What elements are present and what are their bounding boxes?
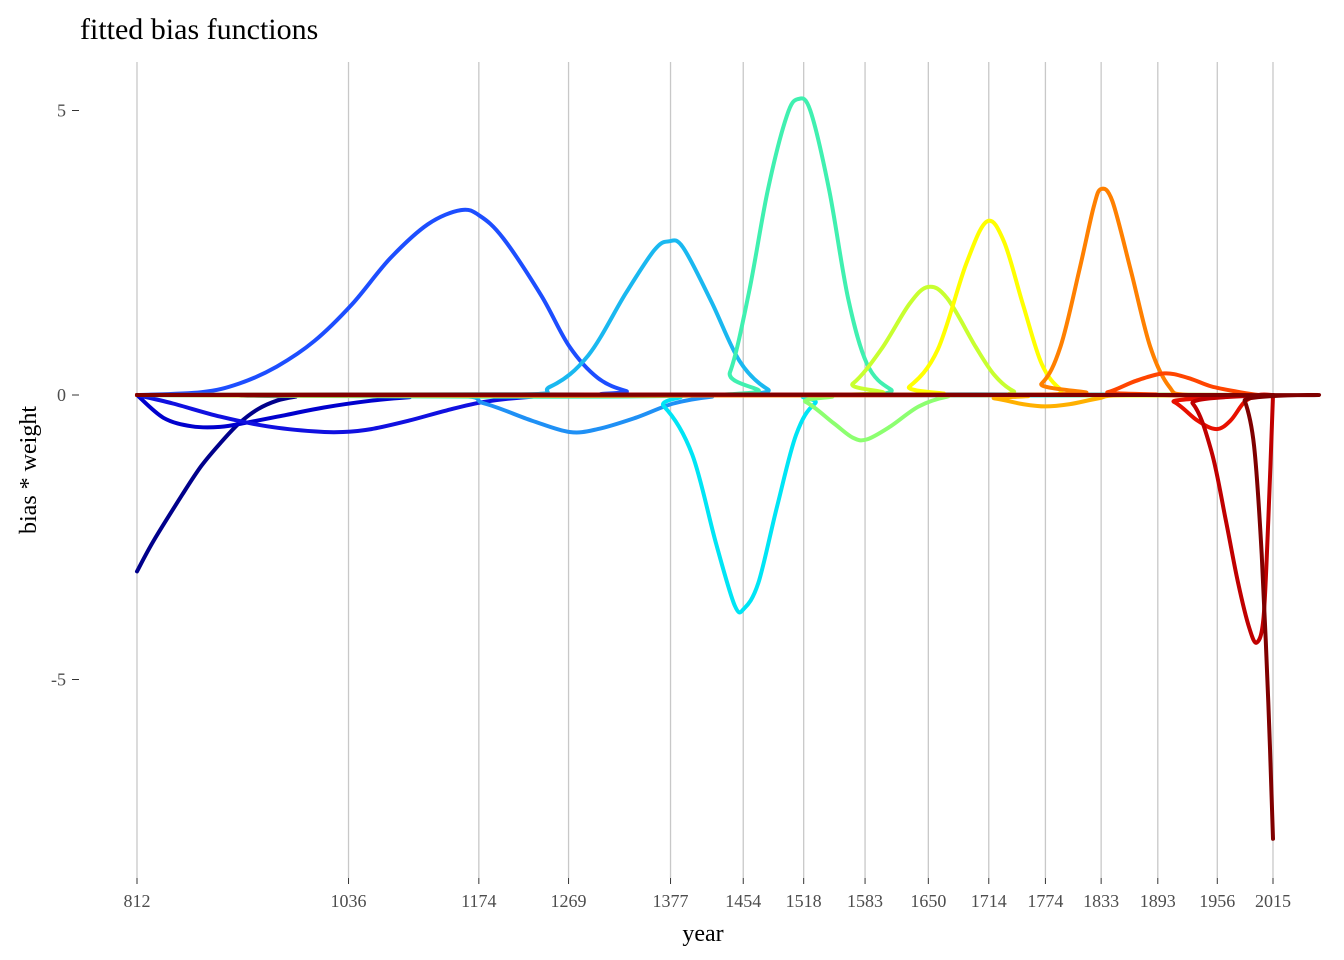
x-axis-label: year: [682, 921, 723, 947]
series-line-4: [135, 207, 1275, 398]
series-line-6: [135, 238, 1275, 398]
chart-title: fitted bias functions: [80, 13, 318, 46]
series-line-14: [135, 371, 1275, 398]
series-line-9: [135, 392, 1275, 443]
x-tick-label: 1714: [971, 891, 1007, 911]
x-tick-label: 1174: [461, 891, 496, 911]
x-tick-label: 1893: [1140, 891, 1176, 911]
y-axis: -5 0 5: [51, 101, 79, 690]
x-tick-label: 1833: [1083, 891, 1119, 911]
x-tick-label: 1454: [725, 891, 761, 911]
x-tick-label: 1269: [551, 891, 587, 911]
x-axis: 812 1036 1174 1269 1377 1454 1518 1583 1650 1714 1…: [124, 878, 1291, 911]
x-tick-label: 1650: [910, 891, 946, 911]
series-line-7: [135, 392, 1275, 615]
x-tick-label: 1956: [1199, 891, 1235, 911]
series-line-3: [135, 392, 1275, 435]
series-line-2: [135, 392, 1275, 430]
series-lines: [135, 96, 1322, 841]
series-line-17: [135, 392, 1322, 841]
series-line-5: [135, 392, 1275, 435]
y-axis-label: bias * weight: [16, 406, 42, 534]
x-tick-label: 1774: [1027, 891, 1063, 911]
series-line-10: [135, 284, 1275, 398]
x-tick-label: 1036: [331, 891, 367, 911]
y-tick-label: 0: [57, 385, 66, 405]
x-tick-label: 1518: [786, 891, 822, 911]
series-line-11: [135, 218, 1275, 398]
series-line-1: [135, 392, 1275, 574]
x-gridlines: [136, 62, 1274, 878]
x-tick-label: 1583: [847, 891, 883, 911]
series-line-8: [135, 96, 1275, 399]
y-tick-label: -5: [51, 670, 66, 690]
x-tick-label: 812: [124, 891, 151, 911]
x-tick-label: 2015: [1255, 891, 1291, 911]
y-tick-label: 5: [57, 101, 66, 121]
x-tick-label: 1377: [653, 891, 689, 911]
